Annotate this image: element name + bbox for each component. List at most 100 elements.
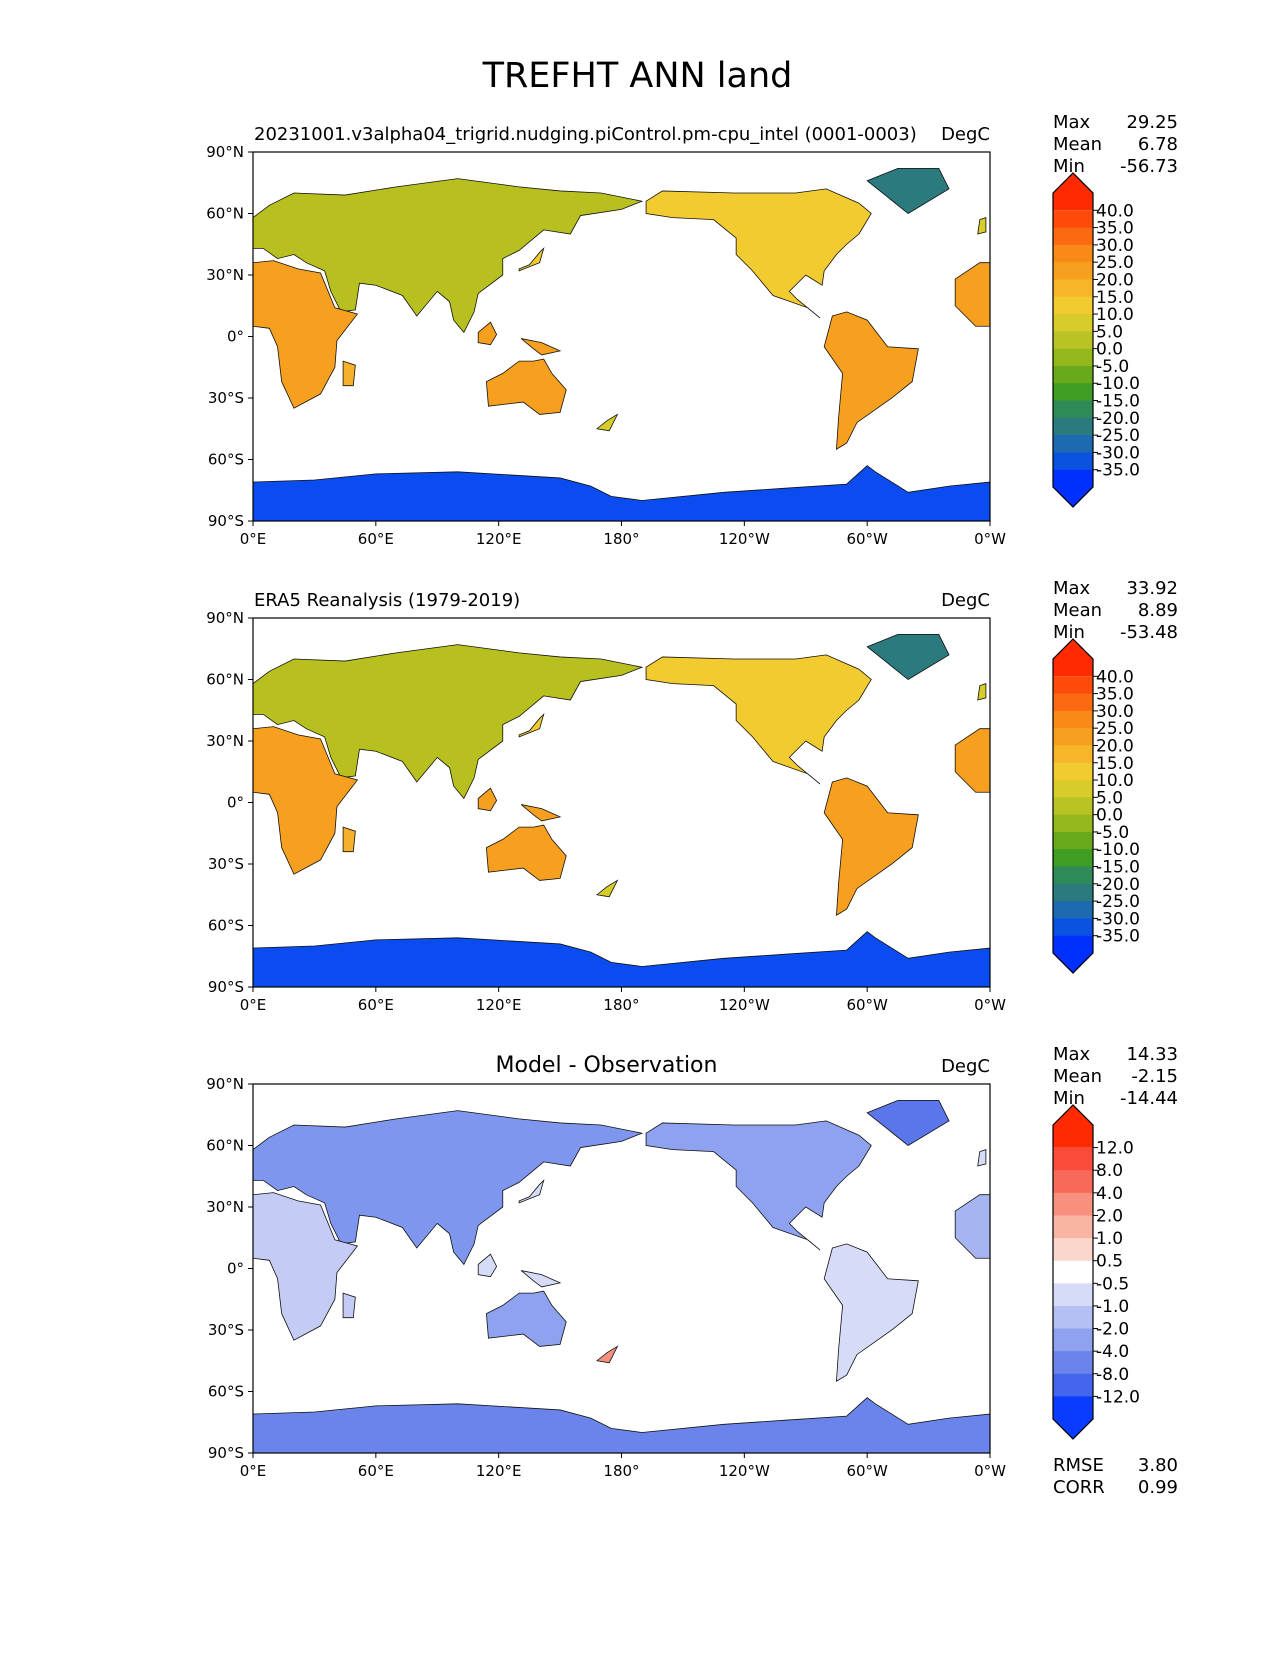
colorbar-swatch xyxy=(1053,1305,1093,1330)
land-borneo xyxy=(477,787,498,812)
colorbar-label: -5.0 xyxy=(1096,823,1129,843)
land-africa xyxy=(253,260,359,409)
lon-label: 120°W xyxy=(719,996,770,1014)
map-panel-2: 90°N 60°N 30°N 0° 30°S 60°S 90°S0°E 60°E 120°E 18… xyxy=(206,578,1178,1014)
land-namerica xyxy=(645,1120,872,1251)
colorbar-label: 25.0 xyxy=(1096,253,1134,273)
land-uk xyxy=(977,1149,987,1167)
colorbar-label: 15.0 xyxy=(1096,754,1134,774)
land-namerica xyxy=(645,188,872,319)
land-madag xyxy=(342,1292,356,1319)
colorbar-swatch xyxy=(1053,676,1093,695)
stat-value: 6.78 xyxy=(1138,134,1178,155)
colorbar-label: -20.0 xyxy=(1096,409,1140,429)
panel-units: DegC xyxy=(941,1056,990,1077)
colorbar-swatch xyxy=(1053,1351,1093,1375)
stat-value: -14.44 xyxy=(1120,1088,1178,1109)
colorbar-swatch xyxy=(1053,210,1093,229)
lat-label: 30°N xyxy=(206,732,244,750)
colorbar-swatch xyxy=(1053,1215,1093,1239)
colorbar-label: 10.0 xyxy=(1096,305,1134,325)
colorbar-swatch xyxy=(1053,901,1093,919)
lat-label: 0° xyxy=(227,1260,244,1278)
land-uk xyxy=(977,683,987,701)
colorbar-swatch xyxy=(1053,1147,1093,1171)
colorbar-swatch xyxy=(1053,762,1093,781)
lon-label: 0°W xyxy=(974,530,1006,548)
land-antarctic xyxy=(253,1397,990,1453)
colorbar-label: -8.0 xyxy=(1096,1365,1129,1385)
colorbar-swatch xyxy=(1053,348,1093,367)
lat-label: 60°N xyxy=(206,205,244,223)
colorbar-outline xyxy=(1052,1104,1094,1440)
colorbar-label: 15.0 xyxy=(1096,288,1134,308)
colorbar-swatch xyxy=(1053,639,1093,677)
stat-value: 29.25 xyxy=(1126,112,1178,133)
footer-stat-value: 0.99 xyxy=(1138,1477,1178,1498)
colorbar-swatch xyxy=(1053,1192,1093,1216)
colorbar: 12.08.0 4.02.0 1.0 0.5-0.5 -1.0 -2.0-4.0 -8.0-… xyxy=(1052,1104,1140,1440)
colorbar-outline xyxy=(1052,172,1094,508)
stat-value: 33.92 xyxy=(1126,578,1178,599)
colorbar-swatch xyxy=(1053,710,1093,729)
lon-label: 180° xyxy=(603,996,639,1014)
land-eurasia xyxy=(253,1110,644,1266)
land-madag xyxy=(342,360,356,387)
lat-label: 90°N xyxy=(206,609,244,627)
stat-label: Mean xyxy=(1053,134,1102,155)
stat-label: Min xyxy=(1053,156,1085,177)
colorbar-label: -10.0 xyxy=(1096,840,1140,860)
colorbar-label: 20.0 xyxy=(1096,270,1134,290)
lon-label: 120°E xyxy=(476,530,522,548)
colorbar-label: -25.0 xyxy=(1096,426,1140,446)
lat-label: 60°S xyxy=(208,917,244,935)
footer-stat-label: RMSE xyxy=(1053,1455,1104,1476)
stat-label: Max xyxy=(1053,112,1091,133)
colorbar-label: 0.5 xyxy=(1096,1252,1123,1272)
lat-label: 90°N xyxy=(206,1075,244,1093)
colorbar-swatch xyxy=(1053,831,1093,850)
colorbar-label: 25.0 xyxy=(1096,719,1134,739)
lat-label: 60°S xyxy=(208,451,244,469)
land-africa xyxy=(253,1192,359,1341)
colorbar-swatch xyxy=(1053,435,1093,453)
land-newguinea xyxy=(520,1270,562,1288)
colorbar-swatch xyxy=(1053,1260,1093,1284)
colorbar-label: 40.0 xyxy=(1096,667,1134,687)
colorbar-label: 35.0 xyxy=(1096,685,1134,705)
colorbar-label: -12.0 xyxy=(1096,1387,1140,1407)
colorbar-label: -35.0 xyxy=(1096,461,1140,481)
map-panel-3: 90°N 60°N 30°N 0° 30°S 60°S 90°S0°E 60°E 120°E 18… xyxy=(206,1044,1178,1498)
colorbar-swatch xyxy=(1053,918,1093,937)
stat-label: Min xyxy=(1053,622,1085,643)
colorbar-swatch xyxy=(1053,1170,1093,1194)
land-field xyxy=(253,634,990,987)
land-australia xyxy=(485,358,567,415)
lon-label: 60°W xyxy=(846,996,888,1014)
colorbar-label: 4.0 xyxy=(1096,1184,1123,1204)
colorbar-label: -20.0 xyxy=(1096,875,1140,895)
colorbar-label: -0.5 xyxy=(1096,1274,1129,1294)
map-panel-1: 90°N 60°N 30°N 0° 30°S 60°S 90°S0°E 60°E 120°E 18… xyxy=(206,112,1178,548)
land-eurasia xyxy=(253,644,644,800)
colorbar: 40.035.030.025.020.015.010.05.00.0-5.0-1… xyxy=(1052,172,1140,508)
colorbar-label: -10.0 xyxy=(1096,374,1140,394)
colorbar-swatch xyxy=(1053,883,1093,902)
land-samerica xyxy=(823,311,919,450)
land-field xyxy=(253,1100,990,1453)
land-madag xyxy=(342,826,356,853)
colorbar-swatch xyxy=(1053,1396,1093,1439)
colorbar-swatch xyxy=(1053,469,1093,507)
colorbar-label: 5.0 xyxy=(1096,788,1123,808)
figure-title: TREFHT ANN land xyxy=(482,56,793,96)
land-eurasia xyxy=(253,178,644,334)
colorbar-swatch xyxy=(1053,173,1093,211)
colorbar-swatch xyxy=(1053,262,1093,280)
land-greenland xyxy=(866,167,950,214)
colorbar-label: 35.0 xyxy=(1096,219,1134,239)
panel-left-title: 20231001.v3alpha04_trigrid.nudging.piCon… xyxy=(254,124,917,145)
colorbar-swatch xyxy=(1053,849,1093,868)
colorbar-swatch xyxy=(1053,331,1093,350)
stat-label: Max xyxy=(1053,1044,1091,1065)
